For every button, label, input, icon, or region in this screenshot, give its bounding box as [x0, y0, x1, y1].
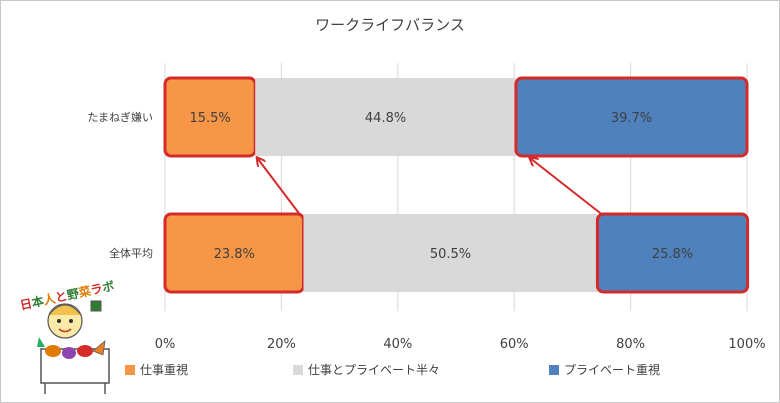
trend-arrow	[257, 158, 301, 215]
bar-segment	[595, 212, 750, 294]
arrows	[257, 158, 603, 215]
bar-segment	[163, 76, 257, 158]
category-label: 全体平均	[109, 246, 153, 260]
legend-label: プライベート重視	[564, 362, 660, 377]
x-tick-label: 100%	[728, 337, 765, 352]
category-label: たまねぎ嫌い	[87, 110, 153, 124]
legend-label: 仕事重視	[140, 362, 188, 377]
value-label: 15.5%	[189, 111, 230, 126]
value-label: 50.5%	[430, 247, 471, 262]
x-tick-label: 20%	[267, 337, 296, 352]
bar-segment	[303, 214, 598, 292]
bar-segment	[514, 76, 749, 158]
x-tick-label: 80%	[616, 337, 645, 352]
x-tick-label: 40%	[383, 337, 412, 352]
bar-segment	[255, 78, 516, 156]
legend-swatch	[293, 365, 303, 375]
x-tick-labels: 0% 20% 40% 60% 80% 100%	[155, 337, 766, 352]
legend-swatch	[549, 365, 559, 375]
legend: 仕事重視 仕事とプライベート半々 プライベート重視	[125, 362, 660, 377]
chart-title: ワークライフバランス	[315, 16, 465, 34]
logo-vegetable	[45, 345, 61, 357]
legend-swatch	[125, 365, 135, 375]
x-tick-label: 0%	[155, 337, 176, 352]
value-label: 23.8%	[214, 247, 255, 262]
value-label: 25.8%	[652, 247, 693, 262]
mascot-logo: 日本人と野菜ラボ	[18, 278, 116, 394]
trend-arrow	[530, 158, 603, 215]
legend-label: 仕事とプライベート半々	[308, 363, 440, 377]
value-label: 44.8%	[365, 111, 406, 126]
logo-text: 日本人と野菜ラボ	[18, 278, 115, 313]
value-label: 39.7%	[611, 111, 652, 126]
x-tick-label: 60%	[500, 337, 529, 352]
bars: 15.5% 44.8% 39.7% 23.8% 50.5% 25.8%	[163, 76, 750, 294]
